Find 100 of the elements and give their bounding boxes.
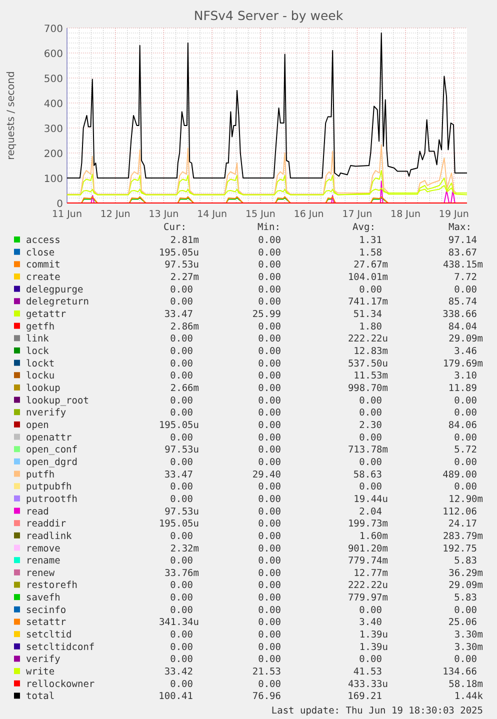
text: 0.00 bbox=[454, 432, 478, 444]
text: 5.83 bbox=[454, 556, 477, 567]
text: 0.00 bbox=[170, 604, 194, 616]
text: 222.22u bbox=[348, 580, 388, 592]
x-tick-label: 19 Jun bbox=[438, 209, 469, 220]
x-tick-label: 17 Jun bbox=[342, 209, 372, 220]
text: 195.05u bbox=[158, 247, 199, 258]
text: 169.21 bbox=[348, 691, 382, 702]
text: 0.00 bbox=[454, 395, 478, 406]
text: 0.00 bbox=[258, 617, 282, 628]
y-tick-label: 600 bbox=[44, 49, 63, 60]
text: 27.67m bbox=[354, 260, 388, 271]
legend-label: link bbox=[26, 334, 50, 345]
text: 134.66 bbox=[442, 666, 478, 678]
text: 51.34 bbox=[353, 308, 382, 320]
text: 12.83m bbox=[354, 346, 388, 357]
text: 3.46 bbox=[454, 346, 478, 357]
legend-label: readlink bbox=[26, 530, 72, 542]
text: 0.00 bbox=[258, 408, 282, 419]
legend-label: getattr bbox=[26, 308, 66, 320]
x-tick-label: 14 Jun bbox=[197, 209, 228, 220]
text: 0.00 bbox=[258, 235, 282, 246]
text: 0.00 bbox=[170, 456, 194, 468]
text: 192.75 bbox=[442, 543, 477, 554]
text: 0.00 bbox=[258, 654, 282, 666]
text: Avg: bbox=[352, 222, 376, 233]
text: 0.00 bbox=[258, 556, 282, 567]
text: 83.67 bbox=[448, 247, 477, 258]
text: 97.53u bbox=[164, 444, 199, 456]
text: 199.73m bbox=[348, 518, 388, 530]
text: 33.76m bbox=[164, 568, 200, 579]
y-tick-label: 500 bbox=[44, 74, 63, 85]
text: 0.00 bbox=[359, 456, 382, 468]
text: 0.00 bbox=[170, 432, 194, 444]
text: 0.00 bbox=[170, 494, 194, 505]
text: 741.17m bbox=[348, 296, 388, 308]
legend-label: open bbox=[26, 420, 49, 431]
text: 0.00 bbox=[170, 370, 194, 382]
legend-label: lockt bbox=[26, 358, 55, 370]
text: 84.04 bbox=[448, 321, 478, 332]
text: 0.00 bbox=[359, 284, 382, 296]
text: 0.00 bbox=[454, 408, 478, 419]
text: 0.00 bbox=[359, 482, 382, 493]
legend-label: open_conf bbox=[26, 444, 78, 456]
text: 195.05u bbox=[158, 518, 199, 530]
text: 283.79m bbox=[442, 530, 484, 542]
legend-label: nverify bbox=[26, 408, 66, 419]
text: 195.05u bbox=[158, 420, 199, 431]
text: 3.30m bbox=[454, 630, 484, 641]
y-tick-label: 300 bbox=[44, 124, 63, 135]
text: 41.53 bbox=[353, 666, 382, 678]
text: 100.41 bbox=[158, 691, 194, 702]
text: 0.00 bbox=[258, 456, 282, 468]
legend-label: delegpurge bbox=[26, 284, 84, 296]
text: 112.06 bbox=[442, 506, 478, 518]
text: 0.00 bbox=[170, 556, 194, 567]
x-tick-label: 15 Jun bbox=[245, 209, 276, 220]
text: 0.00 bbox=[258, 642, 282, 653]
y-tick-label: 400 bbox=[44, 99, 63, 110]
text: 0.00 bbox=[258, 494, 282, 505]
text: 0.00 bbox=[258, 568, 282, 579]
legend-label: restorefh bbox=[26, 580, 78, 592]
legend-label: read bbox=[26, 506, 49, 518]
text: 0.00 bbox=[258, 346, 282, 357]
text: 0.00 bbox=[258, 678, 282, 690]
legend-label: rename bbox=[26, 556, 61, 567]
text: 58.18m bbox=[448, 678, 484, 690]
legend-label: lookup_root bbox=[26, 395, 89, 406]
legend-label: putrootfh bbox=[26, 494, 78, 505]
text: 2.04 bbox=[359, 506, 382, 518]
text: 85.74 bbox=[448, 296, 478, 308]
text: 12.77m bbox=[354, 568, 388, 579]
text: 1.31 bbox=[359, 235, 382, 246]
text: 3.30m bbox=[454, 642, 484, 653]
text: 33.42 bbox=[164, 666, 193, 678]
text: 0.00 bbox=[454, 456, 478, 468]
text: 0.00 bbox=[258, 482, 282, 493]
text: 1.60m bbox=[359, 530, 388, 542]
text: 779.74m bbox=[348, 556, 388, 567]
text: 5.83 bbox=[454, 592, 477, 604]
text: 2.86m bbox=[170, 321, 200, 332]
text: 2.66m bbox=[170, 382, 200, 394]
chart-title: NFSv4 Server - by week bbox=[194, 8, 344, 23]
text: 0.00 bbox=[170, 284, 194, 296]
text: 25.06 bbox=[448, 617, 478, 628]
y-tick-label: 0 bbox=[56, 199, 63, 210]
text: 11.89 bbox=[448, 382, 478, 394]
text: 0.00 bbox=[258, 630, 282, 641]
text: 0.00 bbox=[359, 432, 382, 444]
text: 0.00 bbox=[454, 482, 478, 493]
text: 0.00 bbox=[258, 604, 282, 616]
text: 0.00 bbox=[258, 444, 282, 456]
text: Max: bbox=[448, 222, 472, 233]
legend-label: access bbox=[26, 235, 60, 246]
text: 2.81m bbox=[170, 235, 200, 246]
y-axis-title: requests / second bbox=[6, 71, 17, 160]
text: 0.00 bbox=[258, 580, 282, 592]
text: 2.27m bbox=[170, 272, 200, 283]
text: 489.00 bbox=[442, 469, 478, 480]
legend-label: remove bbox=[26, 543, 61, 554]
